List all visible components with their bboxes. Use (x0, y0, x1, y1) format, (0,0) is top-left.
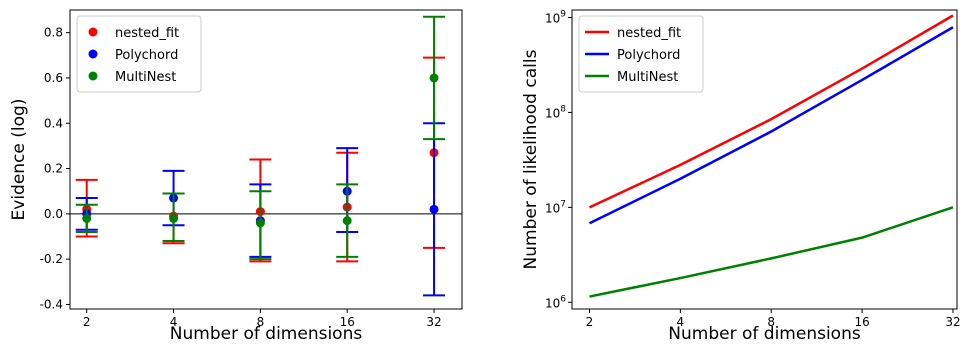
legend-marker (88, 49, 98, 59)
legend-marker (88, 27, 98, 37)
x-axis-label: Number of dimensions (668, 324, 861, 344)
legend-label: MultiNest (115, 70, 176, 85)
y-tick-label-exponent: 6 (560, 294, 566, 304)
y-tick-label: 109 (545, 10, 566, 26)
x-axis-label: Number of dimensions (170, 324, 363, 344)
legend-label: MultiNest (617, 70, 678, 85)
legend-marker (88, 71, 98, 81)
y-tick-label: 0.2 (44, 162, 63, 176)
data-point (342, 216, 352, 226)
x-tick-label: 4 (677, 315, 685, 329)
y-tick-label: 0.0 (44, 207, 63, 221)
y-tick-label-base: 10 (545, 12, 560, 26)
legend-label: Polychord (617, 48, 680, 63)
y-tick-label-base: 10 (545, 201, 560, 215)
y-tick-label: 108 (545, 104, 566, 120)
x-tick-label: 8 (767, 315, 775, 329)
y-tick-label: -0.4 (40, 297, 63, 311)
y-tick-label-exponent: 9 (560, 10, 566, 20)
legend (578, 15, 704, 93)
y-tick-label-exponent: 7 (560, 199, 566, 209)
plot-frame (571, 9, 958, 310)
y-axis-label: Number of likelihood calls (521, 49, 541, 269)
y-tick-label-exponent: 8 (560, 104, 566, 114)
data-point (429, 73, 439, 83)
data-point (255, 218, 265, 228)
legend-label: nested_fit (115, 26, 179, 41)
data-point (169, 213, 179, 223)
series-line-multinest (589, 206, 954, 298)
plot-frame (69, 9, 463, 310)
y-tick-label: 0.4 (44, 116, 63, 130)
data-point (82, 213, 92, 223)
x-tick-label: 16 (340, 315, 355, 329)
x-tick-label: 16 (854, 315, 869, 329)
y-tick-label: 107 (545, 199, 566, 215)
y-tick-label: 0.8 (44, 26, 63, 40)
x-tick-label: 2 (586, 315, 594, 329)
x-tick-label: 32 (426, 315, 441, 329)
x-tick-label: 4 (170, 315, 178, 329)
x-tick-label: 8 (257, 315, 265, 329)
series-line-nested-fit (588, 14, 954, 209)
evidence-chart: 2 4 8 16 32 -0.4 -0.2 0.0 0.2 0.4 0.6 0.8 Number of … (9, 9, 463, 344)
series-multinest (75, 15, 446, 261)
x-tick-label: 32 (945, 315, 960, 329)
legend-label: Polychord (115, 48, 178, 63)
y-tick-label: -0.2 (40, 252, 63, 266)
legend (76, 15, 202, 93)
legend-label: nested_fit (617, 26, 681, 41)
x-tick-label: 2 (83, 315, 91, 329)
y-tick-label-base: 10 (545, 106, 560, 120)
y-tick-label-base: 10 (545, 296, 560, 310)
data-point (429, 204, 439, 214)
y-axis-label: Evidence (log) (9, 99, 29, 221)
y-tick-label: 106 (545, 294, 566, 310)
y-tick-label: 0.6 (44, 71, 63, 85)
series-line-polychord (588, 26, 954, 225)
